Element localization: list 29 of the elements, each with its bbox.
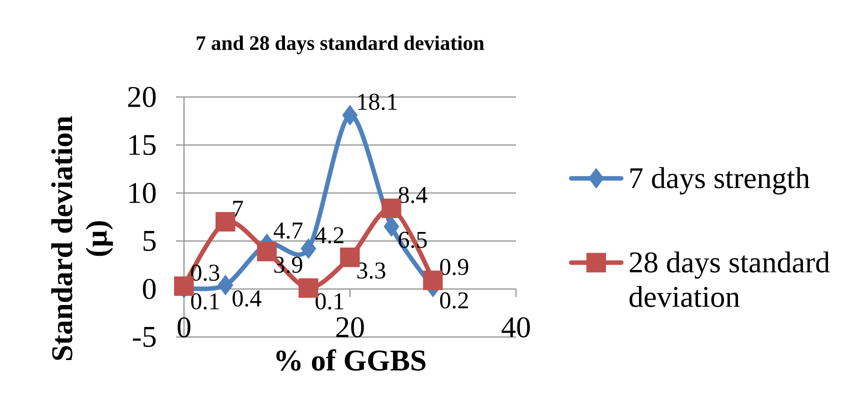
y-axis-title: Standard deviation (µ) (51, 116, 113, 360)
y-tick-label: 20 (128, 86, 156, 108)
point (300, 238, 316, 259)
point (218, 274, 234, 296)
data-label: 0.1 (191, 293, 219, 310)
data-label: 7 (233, 200, 244, 217)
y-tick-label: 15 (129, 134, 156, 156)
data-label: 0.9 (440, 258, 468, 276)
data-label: 0.4 (232, 290, 262, 307)
y-tick-label: 10 (129, 182, 156, 204)
legend-label: 7 days strength (630, 167, 810, 194)
y-tick-label: 0 (142, 278, 156, 300)
point (384, 216, 400, 237)
y-tick-label: 5 (144, 231, 156, 251)
y-tick-label: -5 (132, 327, 156, 347)
data-label: 8.4 (398, 186, 428, 204)
data-label: 18.1 (358, 94, 397, 110)
data-label: 3.3 (357, 262, 386, 279)
data-label: 4.7 (274, 222, 303, 239)
x-tick-label: 0 (178, 317, 190, 338)
x-tick-label: 20 (336, 317, 364, 338)
legend-label: 28 days standard deviation (630, 251, 830, 308)
x-axis-title: % of GGBS (276, 349, 426, 371)
data-label: 0.1 (316, 293, 344, 310)
point (342, 104, 358, 126)
data-label: 0.2 (440, 292, 468, 309)
data-label: 4.2 (315, 227, 344, 244)
chart-title: 7 and 28 days standard deviation (196, 36, 484, 54)
x-tick-label: 40 (502, 317, 530, 338)
